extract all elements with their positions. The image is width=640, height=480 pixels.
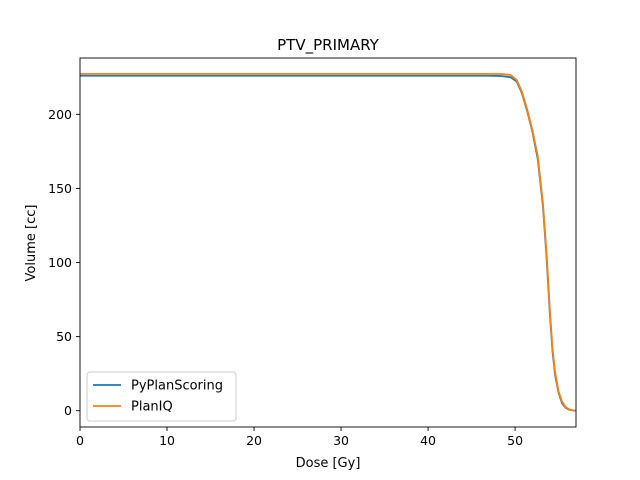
- legend-label-pyplanscoring: PyPlanScoring: [131, 379, 223, 394]
- y-axis-ticks: 0 50 100 150 200: [48, 107, 80, 418]
- legend-box: [86, 371, 237, 422]
- x-axis-ticks: 0 10 20 30 40 50: [76, 427, 523, 448]
- series-lines: [80, 72, 576, 412]
- legend-label-planiq: PlanIQ: [131, 400, 173, 415]
- y-tick-label: 50: [56, 329, 72, 344]
- x-tick-label: 20: [246, 433, 262, 448]
- legend: PyPlanScoring PlanIQ: [86, 371, 237, 422]
- x-tick-label: 50: [507, 433, 523, 448]
- x-tick-label: 10: [159, 433, 175, 448]
- x-tick-label: 0: [76, 433, 84, 448]
- y-tick-label: 0: [64, 403, 72, 418]
- x-tick-label: 40: [420, 433, 436, 448]
- y-tick-label: 100: [48, 255, 72, 270]
- y-axis-label: Volume [cc]: [24, 205, 39, 282]
- y-tick-label: 150: [48, 181, 72, 196]
- series-line-planiq: [80, 72, 576, 412]
- plot-frame: [79, 57, 577, 428]
- chart-title: PTV_PRIMARY: [277, 36, 380, 55]
- x-tick-label: 30: [333, 433, 349, 448]
- y-tick-label: 200: [48, 107, 72, 122]
- x-axis-label: Dose [Gy]: [296, 456, 361, 471]
- plot-area: [79, 57, 577, 428]
